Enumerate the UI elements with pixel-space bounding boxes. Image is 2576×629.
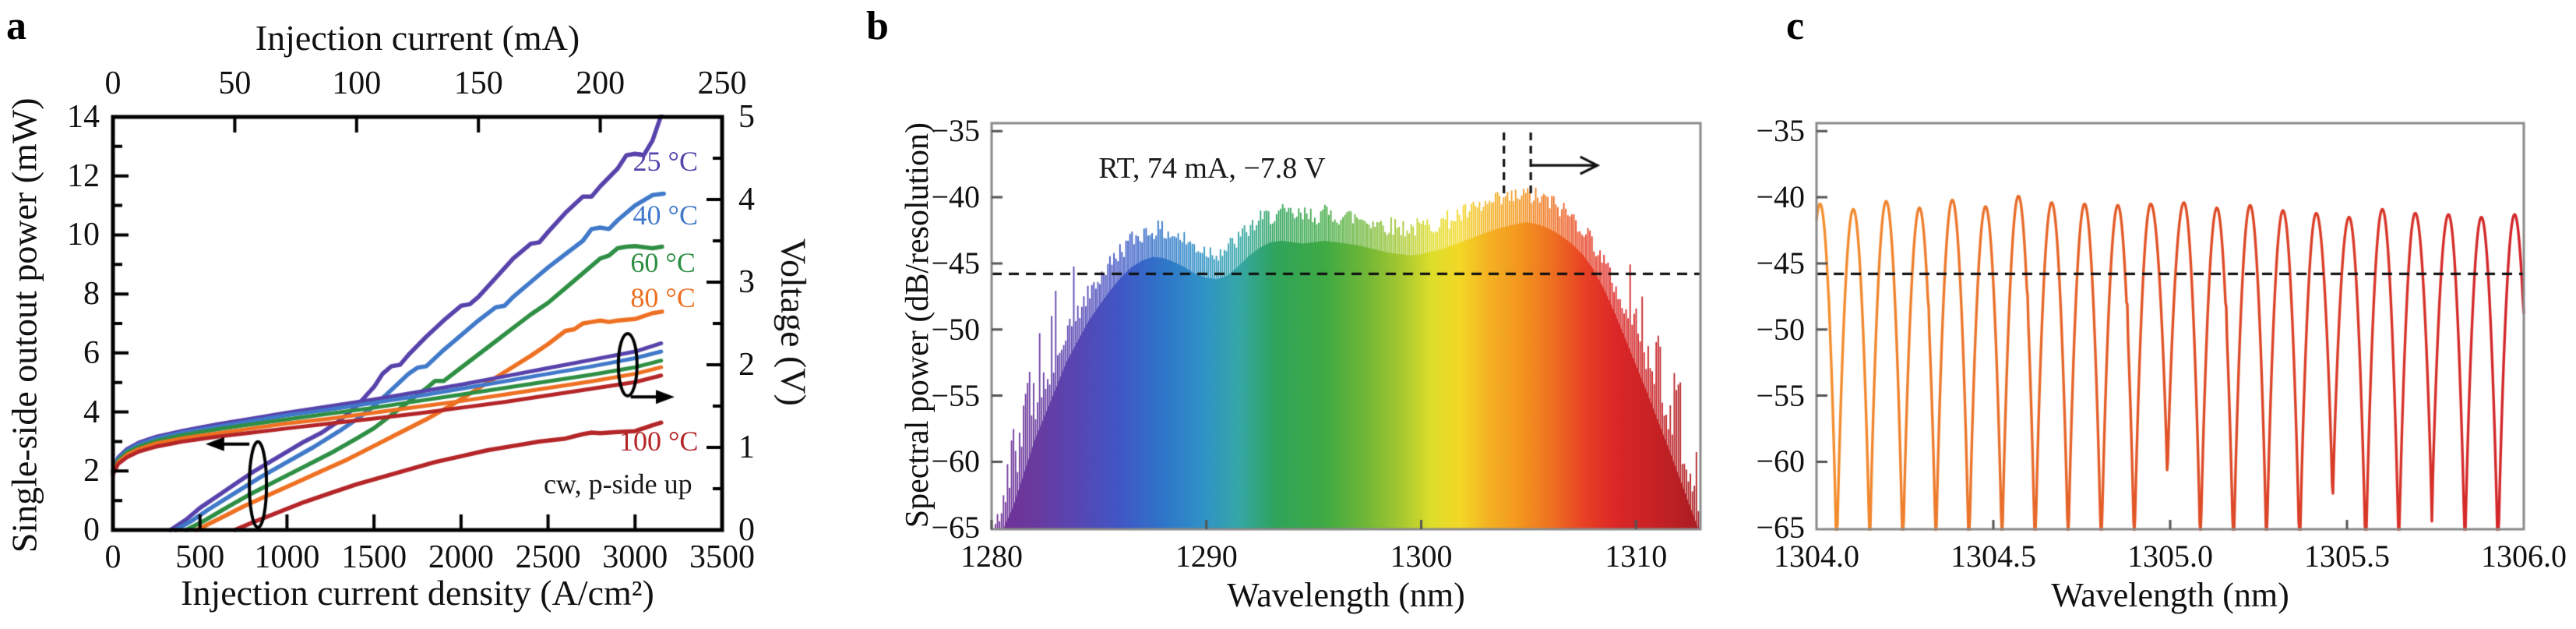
panel-c-y-tick-label: −50 [1756,311,1805,347]
panel-c-x-axis-title: Wavelength (nm) [2051,576,2289,614]
panel-b-x-tick-label: 1280 [960,539,1023,574]
panel-a-left-tick-label: 10 [67,217,100,253]
panel-c-x-tick-label: 1306.0 [2481,539,2567,574]
panel-a-left-tick-label: 14 [67,99,100,135]
panel-c-x-tick-label: 1305.0 [2127,539,2213,574]
panel-c-y-tick-label: −55 [1756,377,1805,413]
legend-temperature-label: 80 °C [630,282,696,314]
legend-temperature-label: 60 °C [630,247,696,279]
panel-a-top-axis-title: Injection current (mA) [255,18,580,58]
panel-a-bottom-axis-title: Injection current density (A/cm²) [181,573,654,613]
legend-temperature-label: 40 °C [633,200,698,231]
panel-a-bottom-tick-label: 1000 [254,539,320,575]
panel-b-label: b [866,4,889,48]
panel-a-right-tick-label: 5 [738,99,755,135]
panel-a-left-tick-label: 2 [83,453,100,489]
panel-c-y-tick-label: −60 [1756,443,1805,479]
panel-c-y-tick-label: −35 [1756,113,1805,149]
panel-b-y-tick-label: −65 [931,510,980,546]
panel-b-y-tick-label: −60 [931,443,980,479]
panel-a-right-tick-label: 3 [738,264,755,300]
panel-b-y-tick-label: −35 [931,113,980,149]
panel-a-bottom-tick-label: 0 [104,539,122,575]
panel-a-top-tick-label: 50 [218,65,252,101]
panel-a-bottom-tick-label: 1500 [341,539,407,575]
panel-a-left-tick-label: 6 [83,334,100,371]
panel-b-y-tick-label: −50 [931,311,980,347]
panel-a-bottom-tick-label: 3000 [602,539,668,575]
panel-a-left-tick-label: 0 [83,512,100,548]
panel-a-bottom-tick-label: 3500 [689,539,755,575]
panel-a-bottom-tick-label: 500 [175,539,225,575]
panel-c-y-tick-label: −45 [1756,245,1805,281]
panel-a-top-tick-label: 100 [332,65,382,101]
panel-a-top-tick-label: 0 [104,65,122,101]
panel-a-bottom-tick-label: 2000 [428,539,494,575]
legend-temperature-label: 25 °C [633,146,698,178]
panel-b-y-tick-label: −55 [931,377,980,413]
panel-a-top-tick-label: 200 [576,65,625,101]
panel-a-left-tick-label: 12 [67,157,100,194]
panel-b-x-tick-label: 1310 [1605,539,1668,574]
panel-b-x-axis-title: Wavelength (nm) [1227,576,1465,614]
panel-b-y-tick-label: −45 [931,245,980,281]
panel-b-x-tick-label: 1300 [1390,539,1453,574]
panel-a-bottom-tick-label: 2500 [515,539,581,575]
panel-c-x-tick-label: 1304.0 [1774,539,1859,574]
panel-c-y-tick-label: −65 [1756,510,1805,546]
legend-temperature-label: 100 °C [618,426,699,458]
panel-a-right-axis-title: Voltage (V) [774,238,814,406]
panel-a-note: cw, p-side up [543,468,692,500]
panel-a-top-tick-label: 150 [453,65,503,101]
panel-b-annotation: RT, 74 mA, −7.8 V [1098,151,1326,185]
panel-a-label: a [6,4,26,48]
panel-a-right-tick-label: 4 [738,182,755,217]
panel-b-x-tick-label: 1290 [1175,539,1238,574]
panel-a-top-tick-label: 250 [697,65,747,101]
panel-a-right-tick-label: 1 [738,429,755,465]
panel-a-left-tick-label: 4 [83,394,100,430]
panel-a-right-tick-label: 0 [738,512,755,548]
panel-b-y-tick-label: −40 [931,179,980,215]
panel-c-x-tick-label: 1304.5 [1951,539,2036,574]
panel-a-left-tick-label: 8 [83,276,100,313]
panel-a-right-tick-label: 2 [738,347,755,383]
panel-c-y-tick-label: −40 [1756,179,1805,215]
panel-c-x-tick-label: 1305.5 [2304,539,2390,574]
panel-c-label: c [1786,4,1805,48]
